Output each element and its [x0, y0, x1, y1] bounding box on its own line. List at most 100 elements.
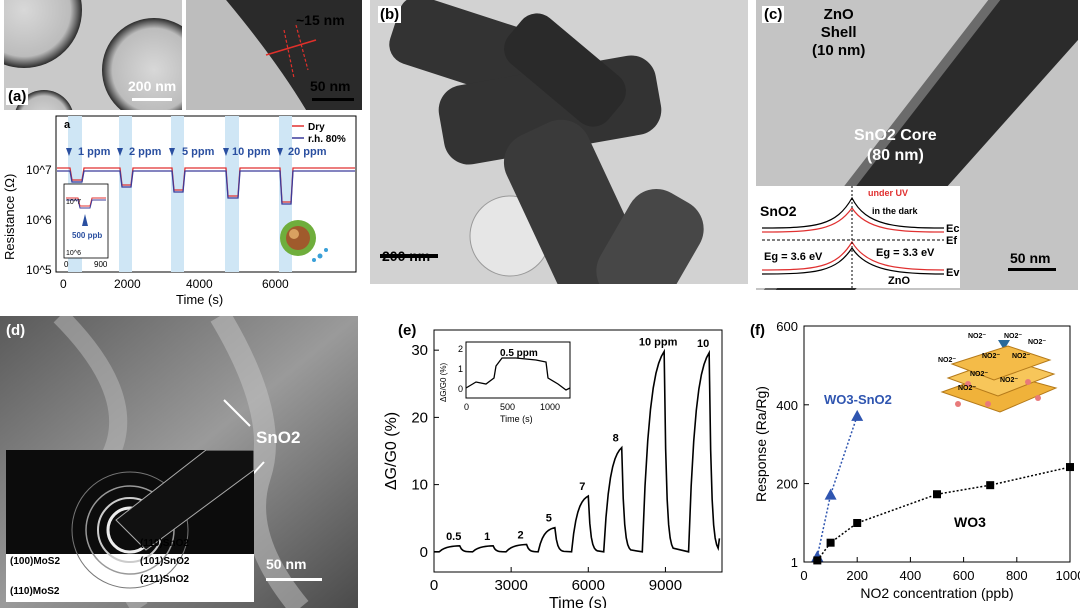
inset-chart-label: 0.5 ppm	[500, 348, 538, 359]
wo3-point	[986, 481, 995, 490]
y-tick-label: 1	[791, 555, 798, 570]
legend-dry: Dry	[308, 122, 325, 133]
peak-label: 5	[546, 513, 552, 525]
no2-label: NO2⁻	[1004, 333, 1022, 340]
xtick: 4000	[186, 277, 213, 291]
inset-ytick: 1	[458, 364, 463, 374]
nanoparticle-icon	[280, 220, 328, 262]
ppm-label: 20 ppm	[288, 146, 327, 158]
ytick: 10^6	[26, 213, 52, 227]
panel-c: (c) ZnO Shell (10 nm) SnO2 Core (80 nm) …	[756, 0, 1078, 290]
wo3-point	[933, 490, 941, 499]
peak-label: 8	[613, 433, 619, 445]
panel-b-label: (b)	[378, 6, 402, 23]
panel-f: (f) 020040060080010001200400600NO2 conce…	[742, 316, 1080, 608]
ev: Ev	[946, 267, 960, 279]
xtick: 0	[60, 277, 67, 291]
panel-d: (d) SnO2 50 nm (110)SnO2 (101)SnO2 (211)…	[0, 316, 358, 608]
band-zno: ZnO	[888, 275, 910, 287]
wo3-point	[853, 518, 862, 527]
x-tick-label: 0	[430, 577, 438, 594]
diffraction-drawing	[6, 449, 255, 589]
inset-xtick: 500	[500, 402, 515, 412]
inset-ytick: 2	[458, 344, 463, 354]
panel-a-label: (a)	[6, 88, 29, 105]
tem-nanorods-drawing	[370, 0, 748, 284]
tem-image-spheres: (a) 200 nm	[4, 0, 182, 110]
tem-image-shell: ~15 nm 50 nm	[186, 0, 362, 110]
diffraction-inset: (110)SnO2 (101)SnO2 (211)SnO2 (100)MoS2 …	[6, 449, 255, 602]
y-tick-label: 20	[411, 409, 428, 426]
x-tick-label: 6000	[572, 577, 605, 594]
core-title: SnO2 Core	[854, 127, 937, 144]
y-tick-label: 600	[776, 319, 798, 334]
xtick: 6000	[262, 277, 289, 291]
panel-b: (b) 200 nm	[370, 0, 748, 284]
no2-label: NO2⁻	[938, 357, 956, 364]
thickness-label: ~15 nm	[296, 12, 345, 28]
wo3-line	[816, 466, 1071, 561]
peak-label: 10 ppm	[639, 337, 678, 349]
in-dark: in the dark	[872, 206, 919, 216]
ytick: 10^7	[26, 163, 52, 177]
y-tick-label: 200	[776, 477, 798, 492]
y-axis-label: Resistance (Ω)	[2, 174, 17, 260]
gas-bands	[68, 116, 292, 272]
x-tick-label: 0	[800, 568, 807, 583]
y-tick-label: 30	[411, 342, 428, 359]
y-axis-label: Response (Ra/Rg)	[753, 386, 769, 502]
ytick: 10^5	[26, 263, 52, 277]
y-tick-label: 400	[776, 398, 798, 413]
inset-chart: 0.5 ppm 0 1 2 0 500 1000 Time (s) ΔG/G0 …	[439, 341, 571, 424]
sno2-label: SnO2	[256, 428, 301, 447]
scale-label: 200 nm	[382, 248, 431, 264]
no2-label: NO2⁻	[968, 333, 986, 340]
x-tick-label: 400	[900, 568, 922, 583]
inset-xtick: 0	[64, 260, 69, 269]
scale-label: 50 nm	[1010, 250, 1051, 266]
peak-label: 0.5	[446, 531, 461, 543]
x-tick-label: 800	[1006, 568, 1028, 583]
scale-label: 200 nm	[128, 78, 177, 94]
inset-ytick: 10^6	[66, 250, 81, 257]
diff-label: (211)SnO2	[140, 574, 189, 585]
y-tick-label: 10	[411, 477, 428, 494]
inset-xlabel: Time (s)	[500, 414, 533, 424]
series-label-wo3: WO3	[954, 514, 986, 530]
no2-label: NO2⁻	[982, 353, 1000, 360]
injection-arrows	[66, 148, 283, 156]
tem-spheres-drawing	[4, 0, 182, 110]
wo3-schematic: NO2⁻ NO2⁻ NO2⁻ NO2⁻ NO2⁻ NO2⁻ NO2⁻ NO2⁻ …	[938, 333, 1058, 413]
x-tick-label: 200	[846, 568, 868, 583]
diff-label: (110)MoS2	[10, 586, 60, 597]
wo3-point	[813, 556, 822, 565]
x-axis-label: Time (s)	[176, 292, 223, 307]
scale-bar	[1008, 268, 1056, 271]
peak-label: 10	[697, 338, 709, 350]
wo3-point	[826, 538, 835, 547]
diff-label: (110)SnO2	[140, 538, 189, 549]
xtick: 2000	[114, 277, 141, 291]
response-trace	[434, 348, 721, 553]
wo3-sno2-line	[816, 415, 858, 557]
scale-label: 50 nm	[266, 556, 307, 572]
no2-label: NO2⁻	[958, 385, 976, 392]
eg-left: Eg = 3.6 eV	[764, 251, 823, 263]
under-uv: under UV	[868, 188, 908, 198]
ppm-label: 2 ppm	[129, 146, 162, 158]
core-dim: (80 nm)	[866, 147, 924, 164]
no2-label: NO2⁻	[1012, 353, 1030, 360]
panel-d-label: (d)	[6, 322, 26, 339]
tem-shell-drawing	[186, 0, 362, 110]
wo3-sno2-point	[851, 409, 864, 421]
wo3-point	[1066, 463, 1074, 472]
plot-frame	[803, 325, 1071, 563]
no2-label: NO2⁻	[1000, 377, 1018, 384]
x-tick-label: 9000	[649, 577, 682, 594]
band-diagram: SnO2 ZnO under UV in the dark Eg = 3.6 e…	[756, 186, 960, 288]
x-axis-label: Time (s)	[549, 595, 607, 608]
core-label: SnO2 Core (80 nm)	[854, 126, 937, 166]
panel-f-label: (f)	[750, 322, 765, 339]
panel-e-label: (e)	[398, 322, 417, 339]
